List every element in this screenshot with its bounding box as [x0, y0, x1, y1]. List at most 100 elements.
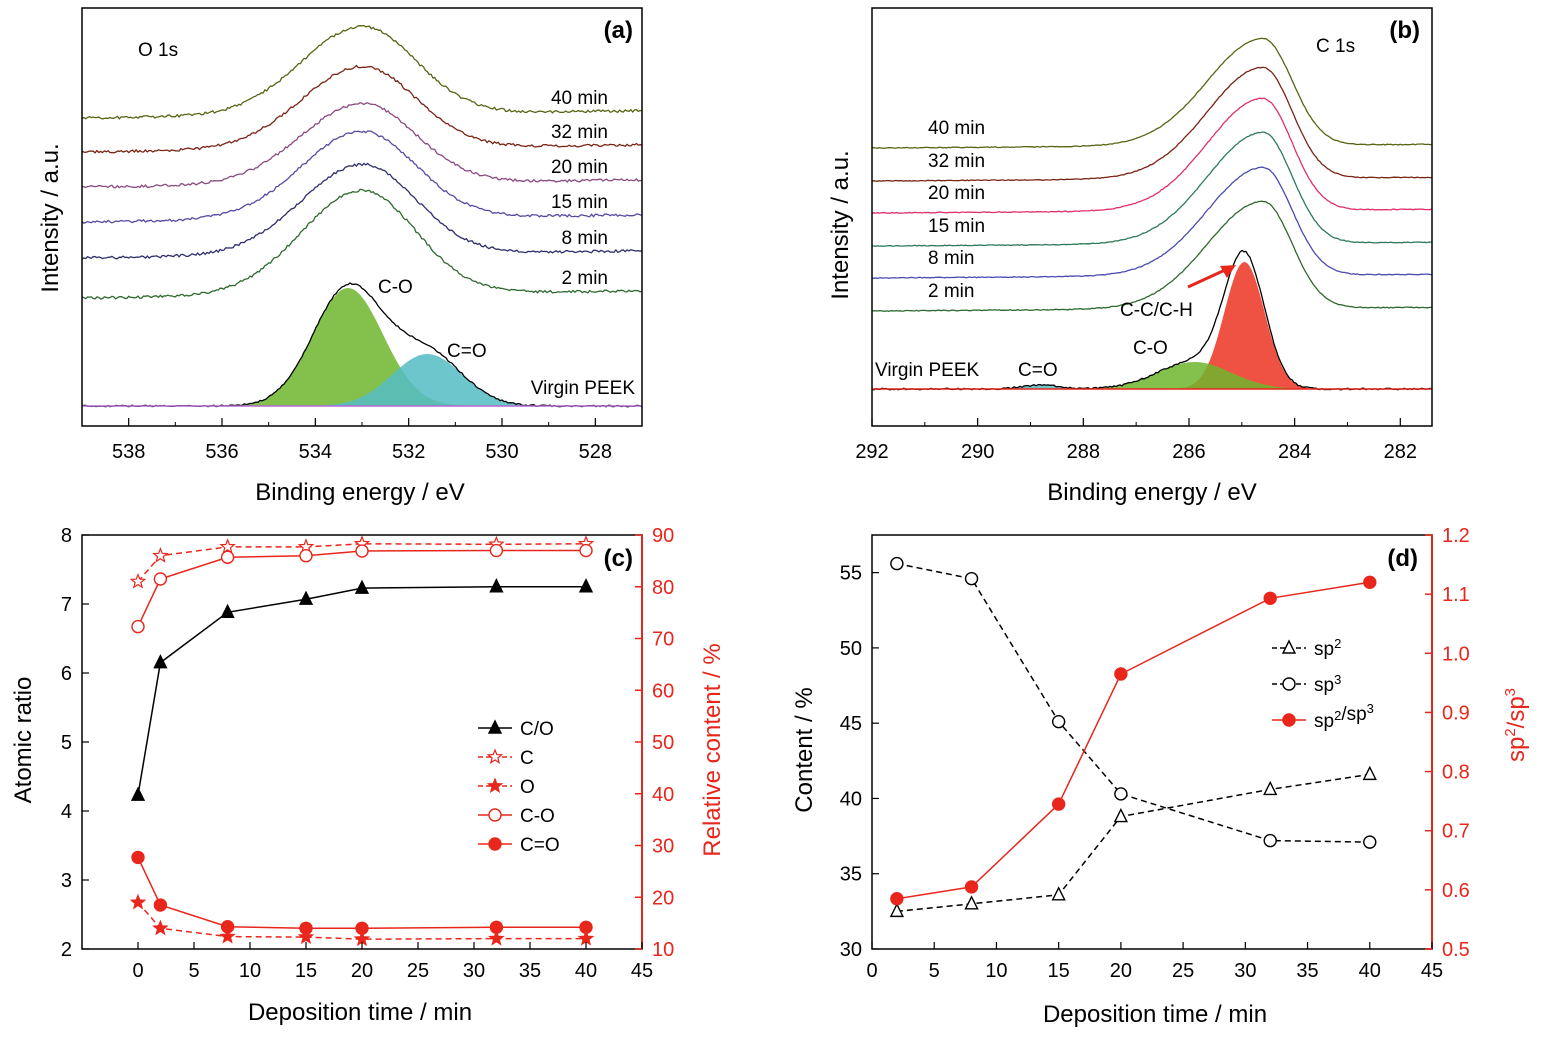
panel-c-tag: (c): [604, 545, 633, 572]
series-label-20-min: 20 min: [928, 183, 985, 204]
legend-marker-c-o: [488, 837, 502, 851]
data-point-o: [488, 929, 505, 946]
data-point-o: [577, 929, 595, 946]
panel-c-y2label: Relative content / %: [699, 643, 726, 856]
panel-b-component-label-c-c: C-C/C-H: [1120, 300, 1193, 321]
x-tick-label: 290: [961, 441, 994, 463]
series-label-40-min: 40 min: [551, 88, 608, 109]
data-point-sp3: [1363, 835, 1377, 849]
data-point-c-o: [579, 920, 593, 934]
y2-tick-label: 90: [652, 525, 674, 547]
data-point-c-o: [489, 920, 504, 934]
y2-tick-label: 20: [652, 887, 674, 909]
legend-marker-c: [486, 748, 504, 765]
data-point-c-o: [355, 921, 369, 935]
y-tick-label: 40: [840, 788, 862, 810]
data-point-c: [219, 538, 236, 554]
data-point-c-o: [298, 590, 314, 605]
x-tick-label: 0: [132, 960, 143, 982]
y2-tick-label: 70: [652, 629, 674, 651]
spectrum-40-min: [82, 24, 642, 120]
series-label-40-min: 40 min: [928, 118, 985, 139]
x-tick-label: 20: [1110, 960, 1132, 982]
x-tick-label: 536: [205, 441, 238, 463]
panel-b-ref-label: Virgin PEEK: [875, 360, 980, 381]
x-tick-label: 5: [188, 960, 199, 982]
y2-tick-label: 0.7: [1442, 821, 1470, 843]
data-point-c-o: [220, 603, 235, 618]
data-point-o: [129, 893, 147, 910]
data-point-c-o: [299, 549, 313, 563]
y2-tick-label: 0.6: [1442, 880, 1470, 902]
data-point-c-o: [131, 619, 145, 634]
data-point-sp2-sp3: [1114, 667, 1128, 681]
x-tick-label: 530: [485, 441, 518, 463]
legend-marker-sp2: [1281, 639, 1297, 654]
data-point-c: [129, 572, 147, 589]
panel-d-ticks: 0 5 10 15 20 25 30 35 40 45 30 35 40 45 50 55 0.5 0.6 0.7 0…: [840, 525, 1470, 982]
panel-c-plot-area: [129, 535, 595, 947]
spectrum-2-min: [872, 200, 1432, 312]
y2-tick-label: 30: [652, 836, 674, 858]
y-tick-label: 55: [840, 563, 862, 585]
series-label-20-min: 20 min: [551, 157, 608, 178]
x-tick-label: 40: [575, 960, 597, 982]
y-tick-label: 50: [840, 638, 862, 660]
x-tick-label: 35: [1296, 960, 1318, 982]
series-label-8-min: 8 min: [928, 248, 974, 269]
y2-tick-label: 80: [652, 577, 674, 599]
spectrum-40-min: [872, 37, 1432, 149]
series-line-sp3: [896, 562, 1370, 843]
series-label-8-min: 8 min: [562, 228, 608, 249]
series-label-2-min: 2 min: [562, 268, 608, 289]
y-tick-label: 7: [61, 594, 72, 616]
data-point-c-o: [153, 572, 168, 586]
data-point-c: [152, 547, 169, 563]
panel-b-x-ticks: 292 290 288 286 284 282: [855, 418, 1417, 463]
panel-b-frame: [871, 7, 1433, 427]
data-point-c-o: [578, 578, 594, 593]
series-line-c-o: [137, 586, 586, 796]
x-tick-label: 10: [985, 960, 1007, 982]
panel-d-frame: [871, 534, 1433, 950]
panel-b-spectrum-label: C 1s: [1316, 36, 1355, 57]
legend-label-sp3: sp3: [1314, 672, 1341, 696]
data-point-sp3: [1114, 787, 1128, 801]
data-point-c-o: [131, 850, 145, 865]
x-tick-label: 528: [579, 441, 612, 463]
legend-marker-c-o: [487, 719, 503, 734]
legend-marker-o: [486, 777, 504, 794]
y2-tick-label: 10: [652, 939, 674, 961]
x-tick-label: 35: [519, 960, 541, 982]
x-tick-label: 20: [351, 960, 373, 982]
x-tick-label: 538: [112, 441, 145, 463]
spectrum-15-min: [82, 130, 642, 224]
x-tick-label: 15: [295, 960, 317, 982]
x-tick-label: 40: [1359, 960, 1381, 982]
y2-tick-label: 0.8: [1442, 762, 1470, 784]
data-point-sp2-sp3: [1363, 575, 1377, 590]
data-point-sp2-sp3: [890, 892, 904, 906]
x-tick-label: 45: [1421, 960, 1443, 982]
panel-d-legend: sp2 sp3 sp2/sp3: [1272, 636, 1374, 732]
legend-label-c: C: [520, 748, 534, 769]
data-point-sp3: [964, 571, 979, 586]
y2-tick-label: 1.0: [1442, 643, 1470, 665]
legend-label-sp2: sp2: [1314, 636, 1341, 660]
data-point-c-o: [355, 544, 369, 558]
y2-tick-label: 60: [652, 680, 674, 702]
spectrum-20-min: [82, 101, 642, 189]
legend-label-c-o: C=O: [520, 835, 560, 856]
legend-label-c-o: C/O: [520, 719, 554, 740]
panel-d: 0 5 10 15 20 25 30 35 40 45 30 35 40 45 50 55 0.5 0.6 0.7 0…: [791, 525, 1530, 1028]
x-tick-label: 532: [392, 441, 425, 463]
series-line-sp2-sp3: [896, 581, 1370, 900]
series-line-c-o: [137, 857, 586, 930]
panel-a-ylabel: Intensity / a.u.: [37, 143, 64, 292]
data-point-sp2-sp3: [1263, 591, 1277, 605]
legend-marker-sp3: [1282, 677, 1296, 691]
data-point-c-o: [220, 920, 235, 934]
panel-c-legend: C/O CO C-O C=O: [478, 719, 560, 856]
legend-label-sp2-sp3: sp2/sp3: [1314, 701, 1374, 732]
component-peak-c-o: [82, 288, 642, 406]
